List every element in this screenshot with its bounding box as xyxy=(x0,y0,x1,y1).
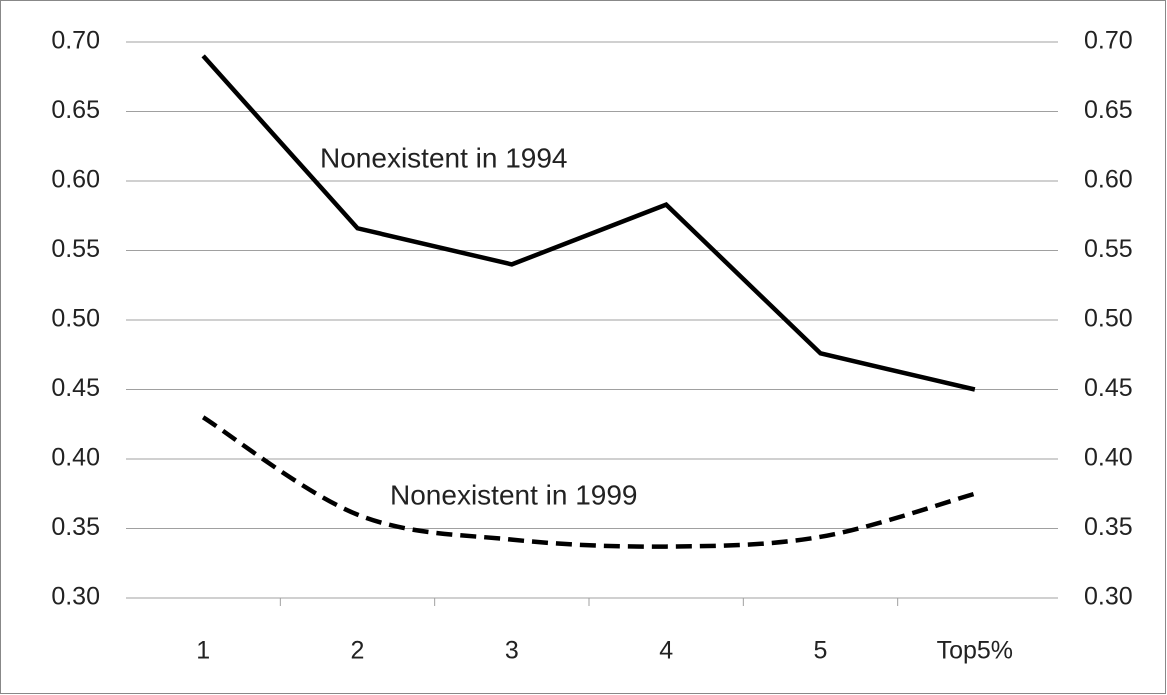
y-tick-label: 0.55 xyxy=(51,235,100,263)
y-tick-label: 0.35 xyxy=(51,513,100,541)
y2-tick-label: 0.30 xyxy=(1084,583,1133,611)
y-tick-label: 0.30 xyxy=(51,583,100,611)
x-tick-label: 1 xyxy=(196,637,210,665)
y2-tick-label: 0.40 xyxy=(1084,444,1133,472)
x-tick-label: 2 xyxy=(351,637,365,665)
y2-tick-label: 0.35 xyxy=(1084,513,1133,541)
y-tick-label: 0.70 xyxy=(51,27,100,55)
series-label: Nonexistent in 1999 xyxy=(390,479,638,510)
y2-tick-label: 0.65 xyxy=(1084,96,1133,124)
x-tick-label: 5 xyxy=(814,637,828,665)
y-tick-label: 0.50 xyxy=(51,305,100,333)
x-tick-label: 3 xyxy=(505,637,519,665)
y2-tick-label: 0.60 xyxy=(1084,166,1133,194)
y-tick-label: 0.60 xyxy=(51,166,100,194)
series-line xyxy=(201,54,976,392)
series-line xyxy=(201,415,976,549)
x-tick-label: Top5% xyxy=(937,637,1013,665)
x-tick-label: 4 xyxy=(659,637,673,665)
y-tick-label: 0.65 xyxy=(51,96,100,124)
y-tick-label: 0.40 xyxy=(51,444,100,472)
y2-tick-label: 0.50 xyxy=(1084,305,1133,333)
y2-tick-label: 0.70 xyxy=(1084,27,1133,55)
y-tick-label: 0.45 xyxy=(51,374,100,402)
series-label: Nonexistent in 1994 xyxy=(320,142,568,173)
y2-tick-label: 0.45 xyxy=(1084,374,1133,402)
y2-tick-label: 0.55 xyxy=(1084,235,1133,263)
